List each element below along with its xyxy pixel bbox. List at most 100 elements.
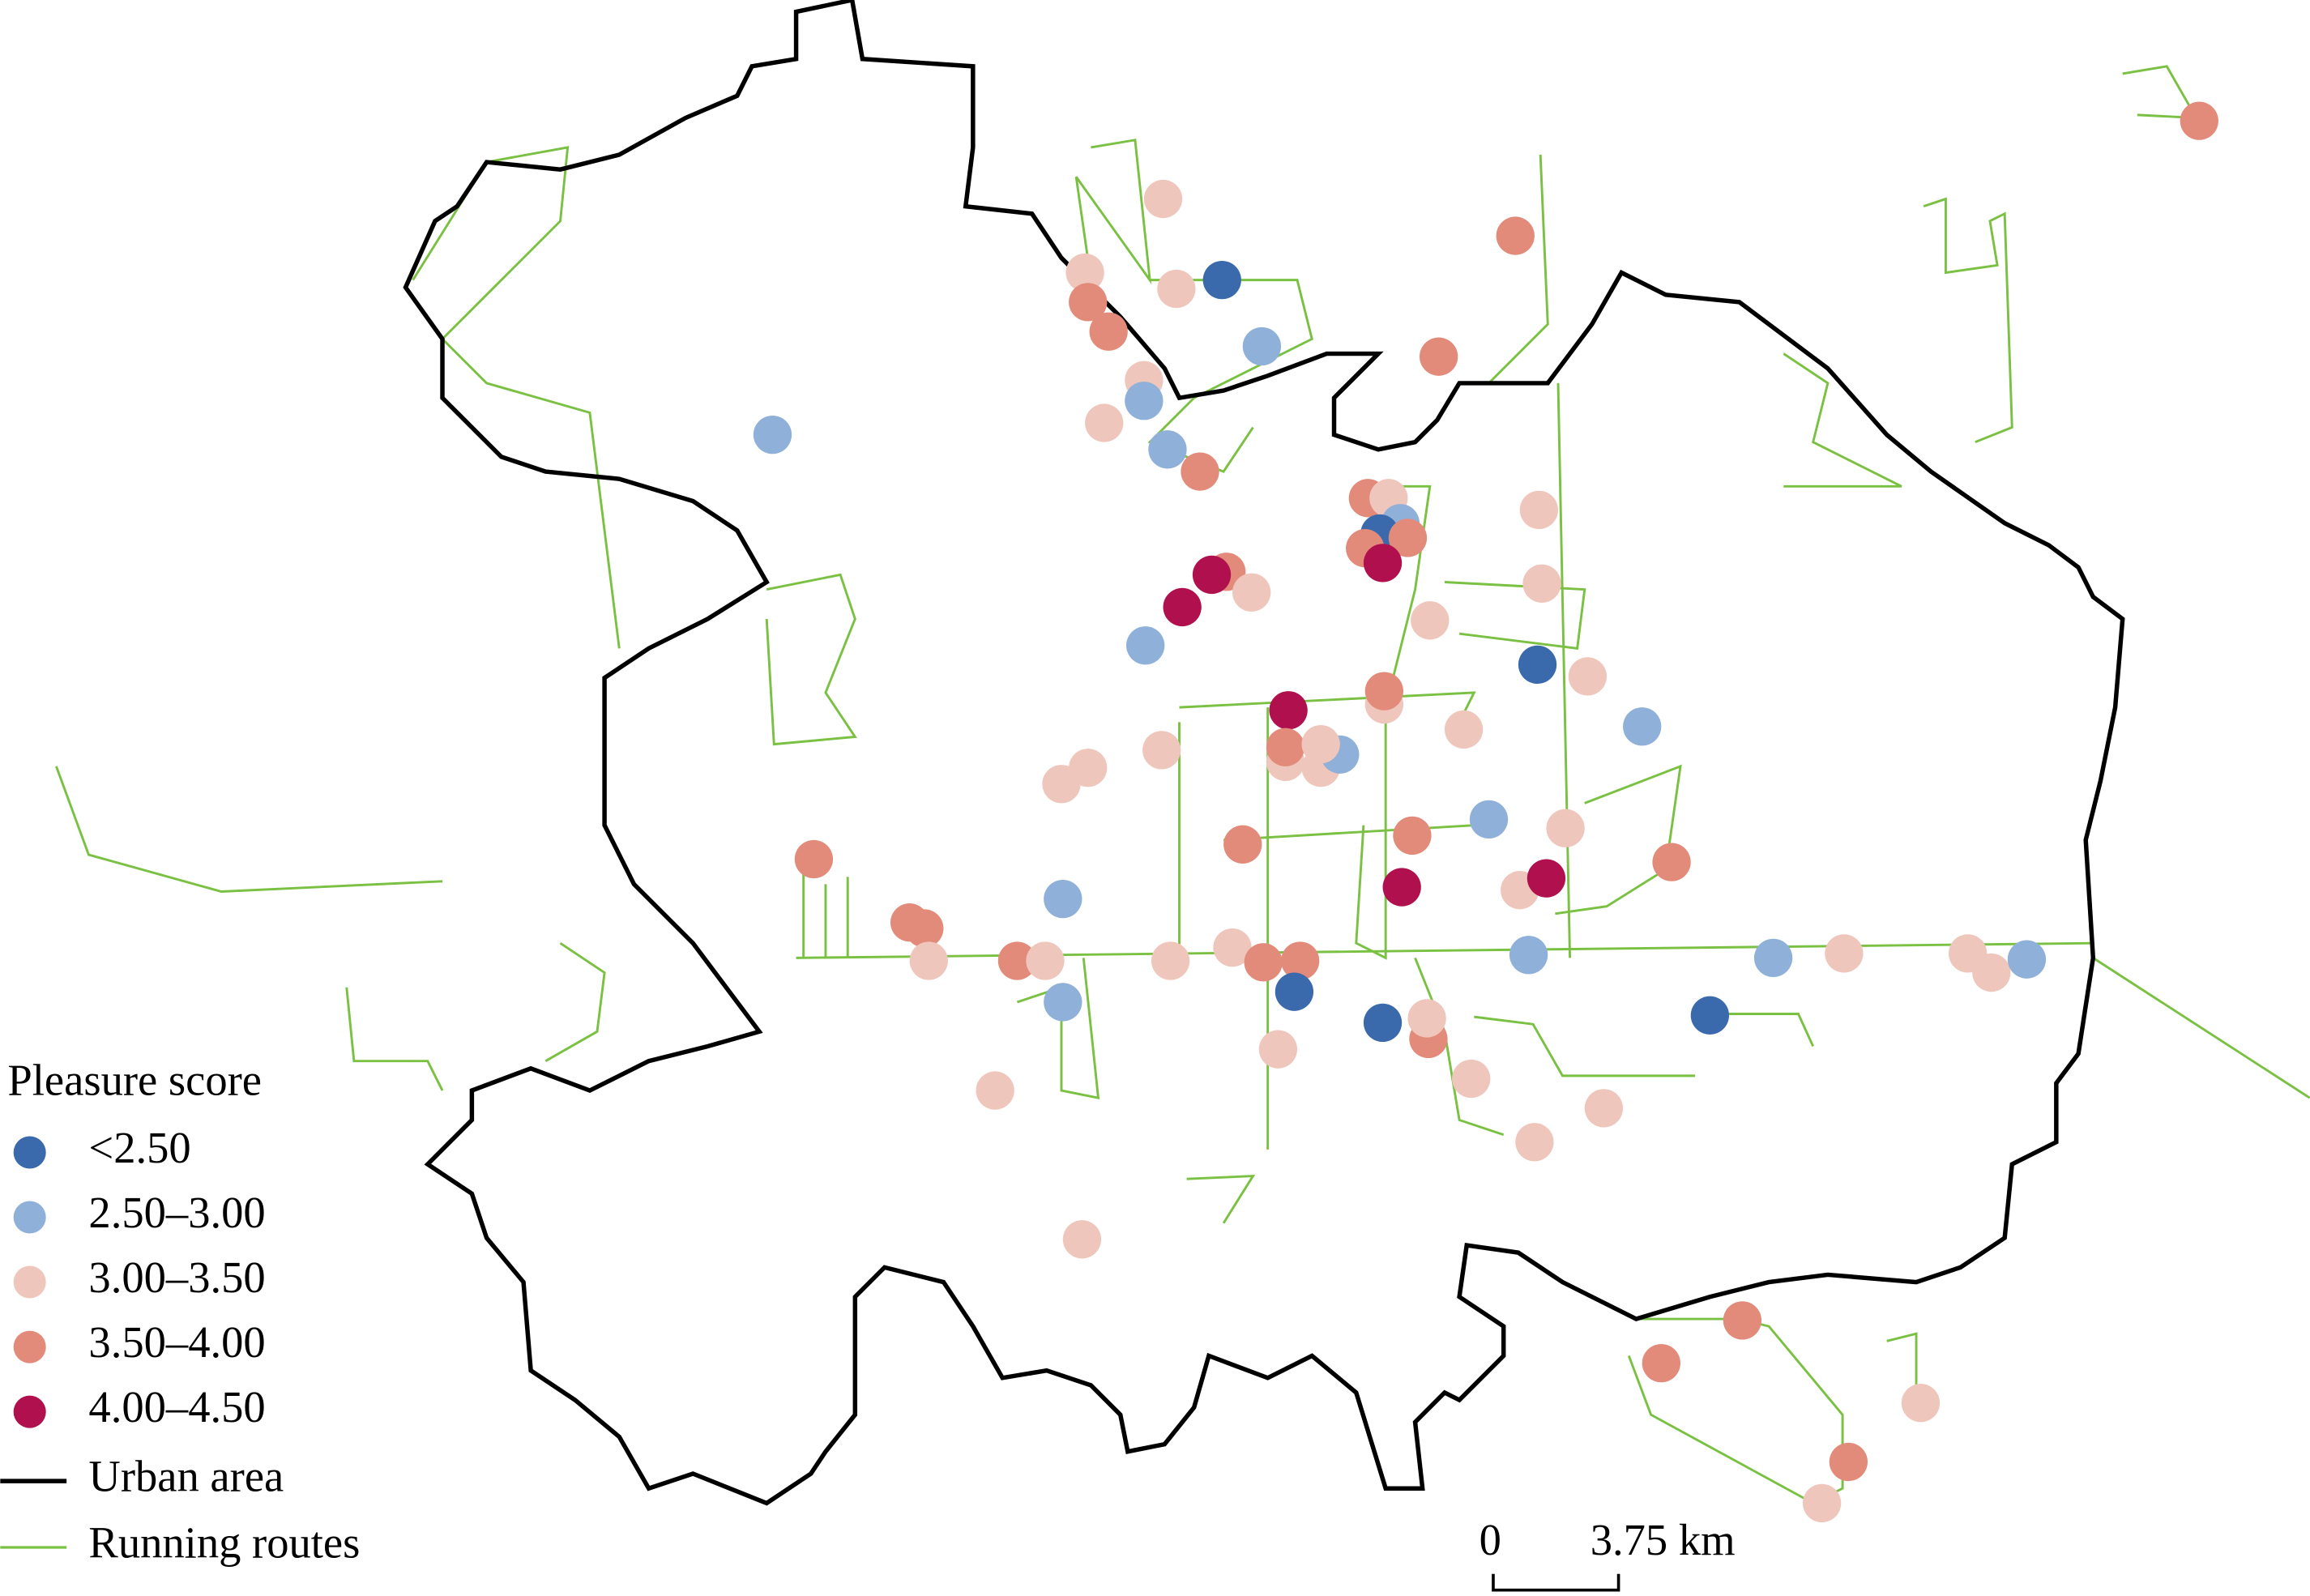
route <box>1474 1015 1696 1078</box>
survey-point <box>1223 825 1262 864</box>
survey-point <box>1363 1003 1403 1043</box>
survey-point <box>1825 934 1864 973</box>
survey-point <box>2007 940 2047 979</box>
survey-point <box>1518 645 1557 685</box>
survey-point <box>1142 731 1181 770</box>
survey-point <box>1089 312 1128 351</box>
survey-point <box>1126 626 1165 665</box>
survey-points <box>753 101 2218 1523</box>
survey-point <box>1972 953 2011 992</box>
survey-point <box>1522 564 1561 603</box>
survey-point <box>1148 430 1187 469</box>
survey-point <box>1444 710 1484 749</box>
survey-point <box>1723 1301 1762 1340</box>
legend-title: Pleasure score <box>7 1055 262 1104</box>
survey-point <box>1642 1343 1680 1383</box>
survey-point <box>794 839 834 879</box>
survey-point <box>1044 879 1082 919</box>
survey-point <box>1802 1483 1842 1523</box>
survey-point <box>1125 382 1164 420</box>
survey-point <box>1163 587 1202 627</box>
survey-point <box>1363 544 1403 582</box>
survey-point <box>1623 707 1662 746</box>
survey-point <box>1515 1123 1554 1162</box>
survey-point <box>1281 941 1320 980</box>
route <box>1886 1332 1918 1401</box>
legend-marker <box>13 1201 46 1234</box>
survey-point <box>1568 657 1608 696</box>
route <box>1488 154 1549 384</box>
legend-label: Urban area <box>88 1452 284 1501</box>
survey-point <box>976 1071 1014 1110</box>
survey-point <box>1062 1220 1102 1259</box>
scale-line <box>1492 1573 1620 1592</box>
survey-point <box>1258 1030 1298 1069</box>
legend-marker <box>13 1136 46 1169</box>
route <box>1724 1013 1815 1048</box>
survey-point <box>1411 601 1450 640</box>
survey-point <box>1202 260 1241 300</box>
survey-point <box>1652 843 1691 881</box>
route <box>796 941 2094 959</box>
survey-point <box>1266 728 1305 766</box>
survey-point <box>1157 269 1196 309</box>
legend-label: 2.50–3.00 <box>88 1188 265 1237</box>
legend-marker <box>13 1330 46 1363</box>
survey-point <box>1065 253 1104 292</box>
route <box>2092 957 2310 1099</box>
survey-point <box>1232 573 1271 612</box>
route <box>412 146 621 649</box>
route <box>765 573 857 746</box>
survey-point <box>1901 1384 1941 1423</box>
scale-end: 3.75 km <box>1591 1515 1736 1564</box>
survey-point <box>1364 672 1404 711</box>
survey-point <box>1519 490 1559 530</box>
legend-label: 3.50–4.00 <box>88 1317 265 1367</box>
route <box>1186 1175 1256 1224</box>
survey-point <box>1546 809 1585 847</box>
survey-point <box>1301 724 1340 764</box>
survey-point <box>1085 403 1124 442</box>
survey-point <box>1269 691 1308 730</box>
survey-point <box>1275 972 1314 1011</box>
survey-point <box>753 415 792 454</box>
survey-point <box>2180 101 2218 140</box>
route <box>1783 352 1902 488</box>
survey-point <box>1044 983 1082 1022</box>
route <box>1556 382 1572 958</box>
route <box>2122 65 2199 120</box>
route <box>1414 957 1505 1137</box>
survey-point <box>1690 996 1730 1035</box>
survey-point <box>1151 941 1190 980</box>
legend-label: 3.00–3.50 <box>88 1252 265 1302</box>
legend-marker <box>13 1265 46 1299</box>
survey-point <box>905 909 944 948</box>
survey-point <box>1181 452 1219 491</box>
survey-point <box>1509 936 1548 975</box>
survey-point <box>1753 938 1793 978</box>
survey-point <box>1069 283 1108 322</box>
survey-point <box>1192 555 1232 595</box>
scale-start: 0 <box>1480 1515 1501 1564</box>
survey-point <box>1584 1089 1624 1128</box>
survey-point <box>1242 326 1282 366</box>
survey-point <box>1407 999 1446 1038</box>
route <box>544 941 606 1062</box>
scale-bar: 0 3.75 km <box>1480 1515 1736 1592</box>
survey-point <box>1042 765 1081 804</box>
route <box>1223 824 1475 842</box>
survey-point <box>1420 337 1458 376</box>
survey-point <box>1213 928 1252 967</box>
survey-point <box>1393 816 1432 856</box>
urban-area-boundary <box>403 0 2125 1506</box>
route <box>345 987 444 1091</box>
survey-point <box>1244 943 1283 982</box>
legend-marker <box>13 1395 46 1428</box>
survey-point <box>909 941 948 980</box>
legend-label: Running routes <box>88 1517 360 1567</box>
survey-point <box>1496 216 1535 255</box>
route <box>1923 197 2013 444</box>
survey-point <box>1026 941 1065 980</box>
survey-point <box>1382 868 1421 907</box>
